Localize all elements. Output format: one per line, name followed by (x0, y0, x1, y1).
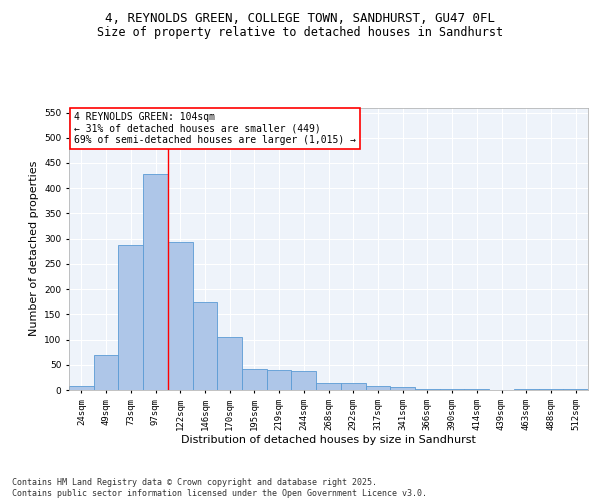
X-axis label: Distribution of detached houses by size in Sandhurst: Distribution of detached houses by size … (181, 436, 476, 446)
Bar (69, 386, 94, 390)
Bar (464, 389, 489, 390)
Text: 4, REYNOLDS GREEN, COLLEGE TOWN, SANDHURST, GU47 0FL: 4, REYNOLDS GREEN, COLLEGE TOWN, SANDHUR… (105, 12, 495, 26)
Bar (118, 245, 143, 390)
Text: Size of property relative to detached houses in Sandhurst: Size of property relative to detached ho… (97, 26, 503, 39)
Bar (365, 386, 390, 390)
Bar (440, 389, 464, 390)
Text: Contains HM Land Registry data © Crown copyright and database right 2025.
Contai: Contains HM Land Registry data © Crown c… (12, 478, 427, 498)
Bar (193, 302, 217, 390)
Bar (94, 354, 118, 390)
Bar (341, 383, 365, 390)
Bar (267, 370, 292, 390)
Bar (292, 371, 316, 390)
Bar (316, 383, 341, 390)
Bar (217, 337, 242, 390)
Bar (242, 369, 267, 390)
Bar (390, 388, 415, 390)
Bar (415, 389, 440, 390)
Y-axis label: Number of detached properties: Number of detached properties (29, 161, 38, 336)
Text: 4 REYNOLDS GREEN: 104sqm
← 31% of detached houses are smaller (449)
69% of semi-: 4 REYNOLDS GREEN: 104sqm ← 31% of detach… (74, 112, 356, 145)
Bar (143, 174, 168, 390)
Bar (168, 242, 193, 390)
